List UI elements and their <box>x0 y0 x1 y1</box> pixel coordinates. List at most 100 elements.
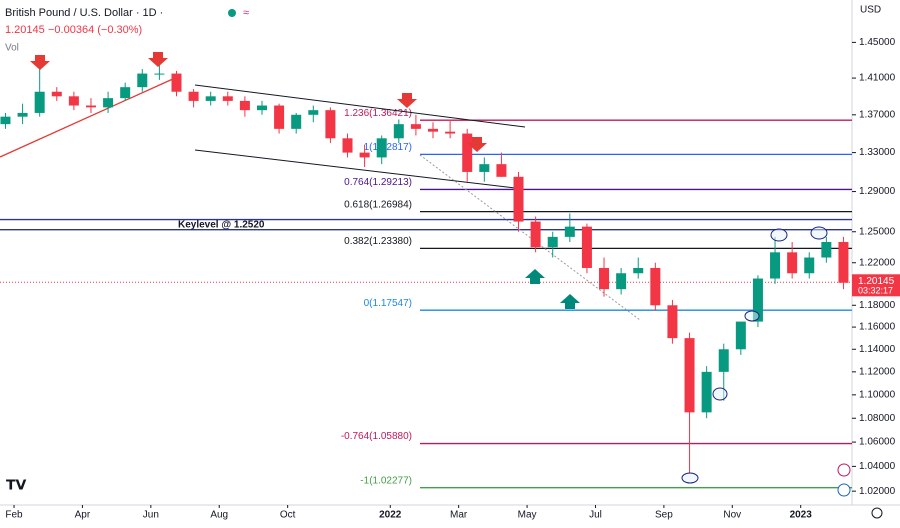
y-tick-label: 1.16000 <box>859 322 896 333</box>
candle-body <box>393 124 404 139</box>
price-axis-panel <box>852 0 900 523</box>
level-label: 0.382(1.23380) <box>344 236 412 247</box>
level-label: 0.764(1.29213) <box>344 177 412 188</box>
arrow-down <box>148 52 168 67</box>
ellipse <box>681 472 699 484</box>
price-tag-label: 1.20145 <box>858 276 895 287</box>
candle-body <box>496 164 507 177</box>
x-tick-label: Oct <box>280 510 296 521</box>
candle-body <box>770 252 781 279</box>
price-tag-countdown: 03:32:17 <box>858 286 893 296</box>
y-tick-label: 1.18000 <box>859 300 896 311</box>
candle-body <box>120 87 131 99</box>
candle-body <box>0 116 11 125</box>
candle-body <box>376 138 387 158</box>
candle-body <box>17 112 28 117</box>
candle-body <box>256 105 267 111</box>
y-tick-label: 1.04000 <box>859 461 896 472</box>
flag-icon <box>837 483 851 497</box>
ellipse <box>712 387 728 401</box>
candle-body <box>701 371 712 413</box>
candle-body <box>735 321 746 350</box>
level-label: 0.618(1.26984) <box>344 199 412 210</box>
y-tick-label: 1.10000 <box>859 389 896 400</box>
level-label: 0(1.17547) <box>364 298 412 309</box>
x-tick-label: Aug <box>210 510 228 521</box>
candle-body <box>804 257 815 274</box>
candle-body <box>821 241 832 258</box>
y-tick-label: 1.06000 <box>859 437 896 448</box>
last-price: 1.20145 <box>5 24 45 36</box>
candle-body <box>667 305 678 339</box>
channel-bottom <box>194 149 516 189</box>
candle-body <box>513 176 524 222</box>
candle-body <box>530 221 541 248</box>
candle-body <box>103 98 114 108</box>
y-tick-label: 1.12000 <box>859 366 896 377</box>
candle-body <box>239 100 250 111</box>
x-tick-label: Feb <box>5 510 23 521</box>
y-tick-label: 1.22000 <box>859 257 896 268</box>
candle-body <box>222 96 233 101</box>
volume-label: Vol <box>5 43 19 54</box>
level-label: 1(1.32817) <box>364 142 412 153</box>
x-tick-label: 2023 <box>790 510 813 521</box>
y-tick-label: 1.41000 <box>859 73 896 84</box>
settings-icon[interactable] <box>871 507 883 519</box>
arrow-down <box>30 55 50 70</box>
ellipse <box>810 226 828 240</box>
candle-body <box>342 138 353 153</box>
candle-body <box>684 338 695 413</box>
highlights <box>681 226 828 484</box>
logo: 𝗧𝗩 <box>6 477 27 493</box>
status-icon: ≈ <box>243 7 249 19</box>
down-arrows <box>30 52 487 152</box>
candle-body <box>291 114 302 129</box>
candle-body <box>718 349 729 372</box>
level-label: -1(1.02277) <box>360 475 412 486</box>
price-change: −0.00364 (−0.30%) <box>48 24 142 36</box>
x-tick-label: Apr <box>75 510 91 521</box>
level-label: 1.236(1.36421) <box>344 108 412 119</box>
candle-body <box>85 105 96 108</box>
up-arrows <box>525 269 580 309</box>
y-tick-label: 1.33000 <box>859 147 896 158</box>
candle-body <box>787 252 798 274</box>
candle-body <box>171 73 182 92</box>
arrow-up <box>560 294 580 309</box>
candle-body <box>599 267 610 290</box>
candle-body <box>633 267 644 274</box>
candle-body <box>479 164 490 172</box>
x-tick-label: May <box>518 510 537 521</box>
level-label: Keylevel @ 1.2520 <box>178 219 265 230</box>
x-tick-label: Jun <box>143 510 159 521</box>
arrow-up <box>525 269 545 284</box>
y-tick-label: 1.14000 <box>859 344 896 355</box>
x-tick-label: 2022 <box>379 510 402 521</box>
arrow-down <box>467 137 487 152</box>
candle-body <box>154 73 165 75</box>
candle-body <box>410 124 421 129</box>
currency: USD <box>860 5 881 16</box>
candle-body <box>462 133 473 172</box>
x-tick-label: Sep <box>655 510 673 521</box>
candle-body <box>51 91 62 97</box>
y-tick-label: 1.45000 <box>859 37 896 48</box>
candle-body <box>838 241 849 283</box>
x-tick-label: Jul <box>589 510 602 521</box>
candle-body <box>564 226 575 237</box>
flag-icon <box>837 463 851 477</box>
symbol-title: British Pound / U.S. Dollar · 1D · <box>5 7 163 19</box>
x-tick-label: Mar <box>450 510 468 521</box>
y-tick-label: 1.29000 <box>859 186 896 197</box>
y-tick-label: 1.08000 <box>859 413 896 424</box>
level-label: -0.764(1.05880) <box>341 431 412 442</box>
candle-body <box>137 73 148 88</box>
y-tick-label: 1.37000 <box>859 109 896 120</box>
candle-body <box>68 96 79 106</box>
candle-body <box>34 91 45 113</box>
candle-body <box>359 152 370 158</box>
candle-body <box>616 273 627 290</box>
candle-body <box>188 91 199 101</box>
